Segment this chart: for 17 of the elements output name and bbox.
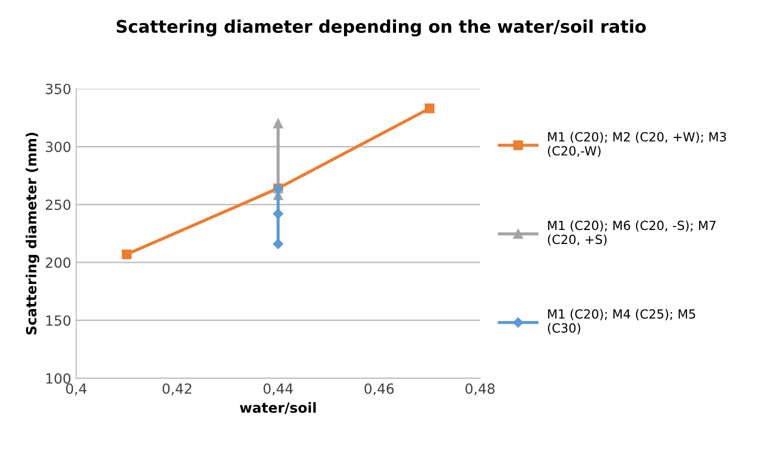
x-tick-label: 0,42 xyxy=(162,383,192,396)
x-tick-label: 0,46 xyxy=(364,383,394,396)
y-tick-label: 100 xyxy=(46,373,70,384)
y-tick-label: 200 xyxy=(46,257,70,268)
y-axis-title: Scattering diameter (mm) xyxy=(26,132,40,334)
y-tick-label: 150 xyxy=(46,315,70,326)
chart-title: Scattering diameter depending on the water/soil ratio xyxy=(116,20,646,36)
x-tick-label: 0,44 xyxy=(264,383,293,396)
legend-label: M1 (C20); M2 (C20, +W); M3 (C20,-W) xyxy=(548,132,726,157)
legend-label: M1 (C20); M6 (C20, -S); M7 (C20, +S) xyxy=(548,220,716,246)
y-tick-label: 300 xyxy=(46,142,70,152)
legend-label: M1 (C20); M4 (C25); M5 (C30) xyxy=(548,309,696,334)
x-tick-label: 0,48 xyxy=(466,383,495,396)
x-tick-label: 0,4 xyxy=(66,383,86,396)
y-tick-label: 350 xyxy=(46,84,70,94)
x-axis-title: water/soil xyxy=(240,402,316,414)
y-tick-label: 250 xyxy=(46,200,70,210)
